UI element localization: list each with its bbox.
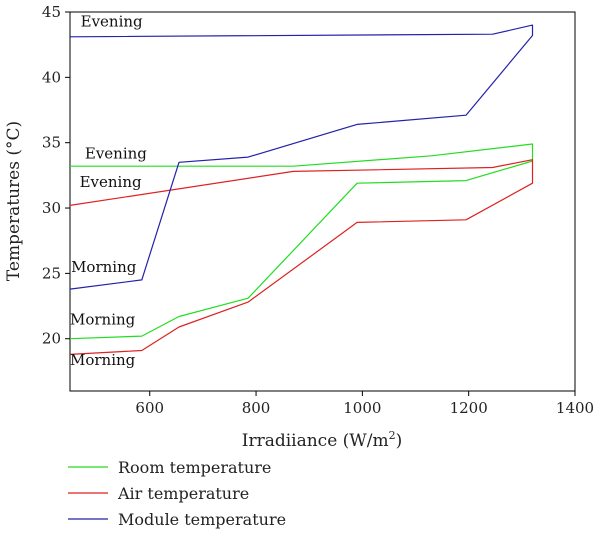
- x-tick-label: 800: [242, 399, 271, 417]
- legend-label: Module temperature: [118, 510, 286, 529]
- series-line-air-temperature: [69, 159, 534, 355]
- annotation-evening: Evening: [85, 144, 147, 162]
- annotations: Evening Evening Evening Morning Morning Morni…: [70, 12, 147, 368]
- x-axis-title-tail: ): [396, 431, 403, 451]
- y-tick-label: 35: [42, 134, 61, 152]
- y-tick-label: 25: [42, 264, 61, 282]
- series-line-module-temperature: [69, 24, 534, 290]
- annotation-evening: Evening: [81, 12, 143, 30]
- legend-label: Room temperature: [118, 458, 271, 477]
- x-axis-title: Irradiiance (W/m2): [242, 429, 403, 451]
- annotation-morning: Morning: [70, 310, 136, 328]
- legend-label: Air temperature: [117, 484, 249, 503]
- annotation-evening: Evening: [80, 173, 142, 191]
- series-lines: [69, 24, 534, 355]
- legend: Room temperature Air temperature Module te…: [68, 458, 286, 529]
- plot-frame: [69, 11, 576, 392]
- x-tick-label: 1400: [556, 399, 594, 417]
- annotation-morning: Morning: [71, 258, 137, 276]
- x-axis-ticks: 600 800 1000 1200 1400: [135, 391, 594, 417]
- x-tick-label: 1200: [450, 399, 488, 417]
- series-line-room-temperature: [69, 143, 534, 340]
- y-axis-title: Temperatures (°C): [4, 121, 24, 281]
- annotation-morning: Morning: [70, 351, 136, 369]
- y-tick-label: 40: [42, 68, 61, 86]
- y-axis-ticks: 20 25 30 35 40 45: [42, 3, 70, 348]
- y-tick-label: 30: [42, 199, 61, 217]
- y-tick-label: 45: [42, 3, 61, 21]
- x-tick-label: 600: [135, 399, 164, 417]
- y-tick-label: 20: [42, 330, 61, 348]
- plot-area-border: [69, 11, 576, 392]
- x-axis-title-superscript: 2: [389, 429, 396, 442]
- x-tick-label: 1000: [343, 399, 381, 417]
